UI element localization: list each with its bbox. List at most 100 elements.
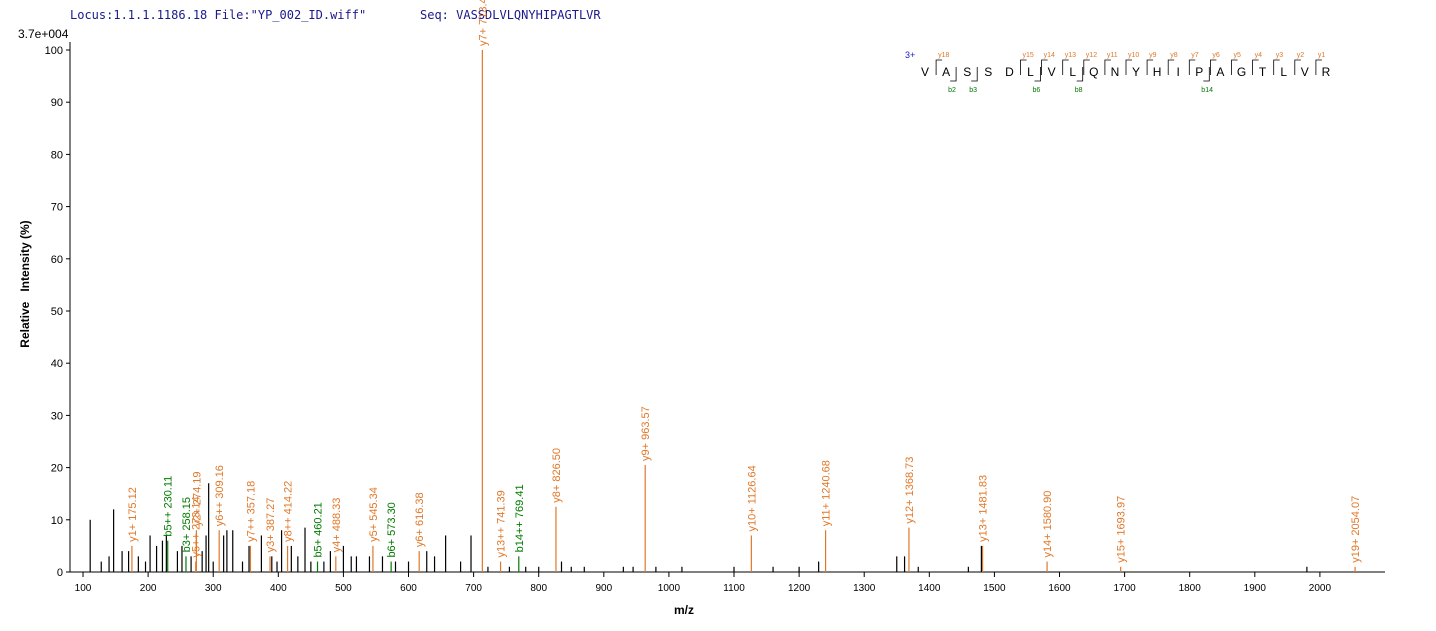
x-tick-label: 700: [465, 583, 482, 594]
x-tick-label: 600: [400, 583, 417, 594]
x-tick-label: 1600: [1048, 583, 1071, 594]
x-tick-label: 1300: [853, 583, 876, 594]
peak-label: y8+ 826.50: [551, 448, 563, 503]
peak-label: b14++ 769.41: [514, 484, 526, 552]
peak-label: y3+ 387.27: [265, 498, 277, 553]
y-bracket: [1252, 59, 1259, 75]
peak-label: y9+ 963.57: [640, 406, 652, 461]
sequence-letter: Q: [1089, 65, 1098, 79]
x-tick-label: 100: [75, 583, 92, 594]
y-bracket: [1210, 59, 1217, 75]
peak-label: y6++ 309.16: [214, 465, 226, 526]
peak-label: y13++ 741.39: [496, 490, 508, 557]
x-tick-label: 1100: [723, 583, 745, 594]
sequence-letter: A: [1216, 65, 1224, 79]
peak-label: y1+ 175.12: [127, 487, 139, 542]
y-bracket: [1315, 59, 1322, 75]
sequence-letter: T: [1259, 65, 1267, 79]
x-tick-label: 900: [595, 583, 612, 594]
sequence-letter: I: [1177, 65, 1180, 79]
y-tick-label: 40: [51, 358, 63, 370]
peak-label: b3+ 258.15: [181, 497, 193, 552]
y-ion-label: y3: [1276, 52, 1284, 59]
y-ion-label: y6: [1212, 52, 1220, 59]
peak-label: y5++ 273.14: [191, 496, 203, 557]
y-bracket: [1146, 59, 1154, 75]
y-bracket: [1125, 59, 1132, 75]
b-ion-label: b3: [969, 87, 977, 94]
x-tick-label: 2000: [1309, 583, 1332, 594]
sequence-letter: V: [921, 65, 929, 79]
peak-label: y19+ 2054.07: [1350, 496, 1362, 563]
y-tick-label: 70: [51, 202, 63, 214]
peak-label: y7++ 357.18: [245, 481, 257, 542]
b-ion-label: b2: [948, 87, 956, 94]
x-axis-label: m/z: [674, 603, 694, 617]
sequence-letter: R: [1322, 65, 1331, 79]
y-ion-label: y8: [1170, 52, 1178, 59]
x-tick-label: 1800: [1179, 583, 1202, 594]
x-tick-label: 300: [205, 583, 222, 594]
y-tick-label: 20: [51, 463, 63, 475]
peak-label: y6+ 616.38: [414, 492, 426, 547]
b-ion-label: b14: [1201, 87, 1213, 94]
b-ion-label: b8: [1075, 87, 1083, 94]
peak-label: y2+ 274.19: [191, 471, 203, 526]
sequence-letter: D: [1005, 65, 1014, 79]
sequence-letter: V: [1048, 65, 1056, 79]
b-bracket: [1034, 67, 1041, 82]
y-bracket: [1273, 59, 1280, 75]
peak-label: y5+ 545.34: [368, 487, 380, 542]
b-bracket: [1203, 67, 1210, 82]
peak-label: y15+ 1693.97: [1116, 496, 1128, 563]
y-tick-label: 30: [51, 410, 63, 422]
y-ion-label: y1: [1318, 52, 1326, 59]
y-ion-label: y18: [938, 52, 949, 59]
y-tick-label: 80: [51, 149, 63, 161]
y-tick-label: 60: [51, 254, 63, 266]
sequence-letter: H: [1153, 65, 1162, 79]
b-bracket: [950, 67, 957, 82]
y-ion-label: y9: [1149, 52, 1157, 59]
x-tick-label: 1700: [1113, 583, 1136, 594]
y-bracket: [1167, 59, 1175, 75]
y-bracket: [1231, 59, 1238, 75]
y-bracket: [1294, 59, 1301, 75]
y-ion-label: y12: [1086, 52, 1097, 59]
y-bracket: [1020, 59, 1027, 75]
scale-label: 3.7e+004: [18, 27, 69, 41]
y-ion-label: y10: [1128, 52, 1139, 59]
sequence-letter: L: [1027, 65, 1034, 79]
sequence-letter: L: [1069, 65, 1076, 79]
peak-label: y8++ 414.22: [283, 481, 295, 542]
b-bracket: [971, 67, 978, 82]
y-ion-label: y4: [1255, 52, 1263, 59]
sequence-letter: P: [1195, 65, 1203, 79]
y-ion-label: y7: [1191, 52, 1199, 59]
peak-label: y7+ 713.43: [477, 0, 489, 46]
peak-label: b5+ 460.21: [313, 502, 325, 557]
y-bracket: [1062, 59, 1069, 75]
y-ion-label: y2: [1297, 52, 1305, 59]
sequence-letter: S: [963, 65, 971, 79]
x-tick-label: 800: [530, 583, 547, 594]
sequence-letter: Y: [1132, 65, 1140, 79]
x-tick-label: 1200: [788, 583, 811, 594]
y-tick-label: 90: [51, 97, 63, 109]
sequence-letter: S: [984, 65, 992, 79]
x-tick-label: 200: [140, 583, 157, 594]
peak-label: b6+ 573.30: [386, 502, 398, 557]
x-tick-label: 1900: [1244, 583, 1267, 594]
peak-label: y13+ 1481.83: [978, 475, 990, 542]
charge-label: 3+: [905, 50, 915, 60]
sequence-letter: L: [1280, 65, 1287, 79]
peak-label: y10+ 1126.64: [746, 465, 758, 531]
y-axis-label: Relative Intensity (%): [18, 220, 32, 347]
y-tick-label: 10: [51, 515, 63, 527]
peak-label: b5++ 230.11: [163, 476, 175, 537]
x-tick-label: 1500: [983, 583, 1006, 594]
y-bracket: [1104, 59, 1111, 75]
y-ion-label: y15: [1023, 52, 1034, 59]
x-tick-label: 1000: [658, 583, 681, 594]
